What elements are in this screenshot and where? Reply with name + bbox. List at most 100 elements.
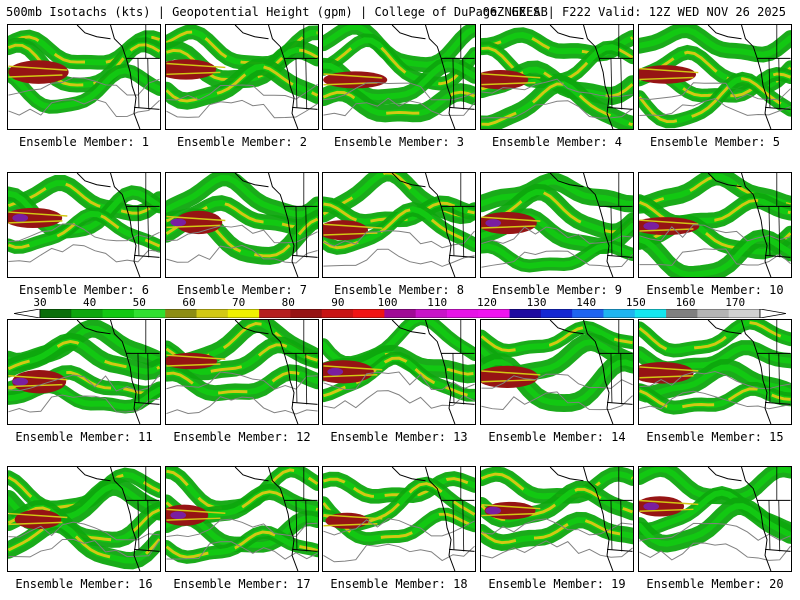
isotach-contour [323,365,383,371]
isotach-contour [639,366,699,372]
member-map-svg [8,467,160,571]
ensemble-member-map [480,24,634,130]
scale-tick-label: 130 [526,296,547,309]
border-line [620,206,623,258]
member-map-svg [639,173,791,277]
ensemble-member-map [165,24,319,130]
isotach-band-inner [481,178,633,207]
scale-swatch [353,309,385,318]
coastline [110,25,141,129]
height-contour [481,100,633,119]
height-contour [481,518,633,536]
scale-tick-label: 110 [427,296,448,309]
border-line [295,206,298,256]
border-line [607,254,633,258]
isotach-contour [323,514,383,520]
height-contour [639,82,791,101]
isotach-band-inner [166,175,318,218]
border-line [768,353,771,403]
ensemble-member-map [638,24,792,130]
isotach-contour [166,62,226,69]
height-contour [8,394,160,413]
member-map-svg [323,320,475,424]
isotach-contour [639,67,699,74]
scale-arrow-right [759,309,786,318]
coastline [425,173,456,277]
scale-swatch [540,309,573,318]
member-map-svg [639,25,791,129]
height-contour [8,374,160,392]
border-line [452,206,455,256]
border-line [137,58,140,108]
height-contour [166,396,318,415]
member-caption: Ensemble Member: 9 [491,283,623,297]
border-line [305,353,308,405]
jet-max [170,511,187,520]
scale-tick-labels: 30 40 50 60 70 80 90 100 110 120 130 140 150 160 170 [14,297,786,309]
scale-swatch [321,309,354,318]
member-map-svg [323,173,475,277]
isotach-contour [639,499,699,506]
scale-tick-label: 140 [576,296,597,309]
border-line [292,401,318,405]
isotach-band-core [166,370,318,395]
jet-max [485,506,502,515]
member-caption: Ensemble Member: 3 [333,135,465,149]
ensemble-member-map [638,319,792,425]
coastline [583,25,614,129]
jet-core [8,60,69,84]
border-line [765,548,791,552]
height-contour [323,371,475,391]
coastline [549,173,584,188]
coastline [76,467,111,482]
border-line [137,353,140,403]
coastline [110,320,141,424]
border-line [449,106,475,110]
isotach-contour [8,74,63,78]
isotach-contour [639,375,694,379]
isotach-contour [323,223,383,229]
member-caption: Ensemble Member: 10 [646,283,784,297]
border-line [134,106,160,110]
isotach-band-inner [481,359,633,407]
coastline [707,25,742,40]
isotach-band-core [481,325,633,353]
scale-swatch [728,309,761,318]
member-map-svg [8,25,160,129]
border-line [305,206,308,258]
isotach-band-core [8,35,160,64]
isotach-contour [8,220,63,224]
border-line [292,254,318,258]
isotach-band-inner [8,338,160,375]
border-line [137,500,140,550]
isotach-contour [639,508,694,513]
member-caption: Ensemble Member: 4 [491,135,623,149]
jet-max [643,502,660,511]
isotach-contour [639,228,694,232]
height-contour [166,84,318,101]
isotach-contour [8,521,63,526]
member-map-svg [639,320,791,424]
coastline [707,173,742,188]
ensemble-member-map [7,172,161,278]
border-line [449,401,475,405]
ensemble-member-map [480,319,634,425]
scale-swatch [478,309,511,318]
coastline [425,320,456,424]
isotach-contour [166,354,226,360]
scale-arrow-left [14,309,41,318]
border-line [765,106,791,110]
height-contour [639,522,791,542]
isotach-band-core [8,522,160,563]
isotach-band-core [166,530,318,559]
isotach-contour [8,211,68,217]
border-line [768,206,771,256]
member-map-svg [481,467,633,571]
border-line [147,58,150,110]
coastline [76,320,111,335]
ensemble-member-map [480,466,634,572]
isotach-band-inner [481,242,633,269]
member-map-svg [323,467,475,571]
jet-max [643,222,660,231]
member-caption: Ensemble Member: 6 [18,283,150,297]
